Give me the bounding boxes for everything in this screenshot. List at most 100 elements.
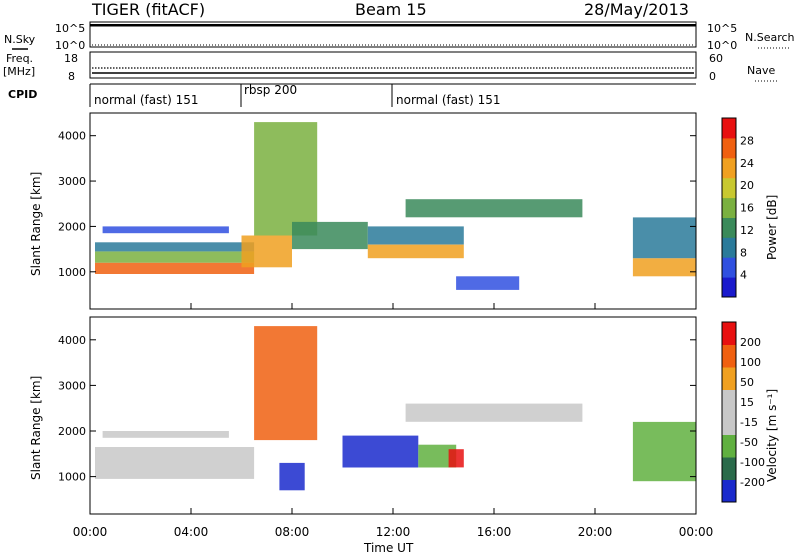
power-echo-region	[456, 276, 520, 290]
x-tick-label: 04:00	[174, 525, 209, 539]
noise-tick-top-right: 10^5	[707, 22, 737, 35]
velocity-ytick-label: 3000	[58, 379, 86, 392]
velocity-echo-region	[405, 403, 583, 422]
x-tick-label: 08:00	[275, 525, 310, 539]
station-title: TIGER (fitACF)	[91, 0, 205, 19]
power-colorbar-tick: 12	[740, 224, 754, 237]
power-yticks: 1000 2000 3000 4000	[58, 130, 696, 279]
velocity-echoes	[95, 326, 696, 491]
noise-tick-top-left: 10^5	[55, 22, 85, 35]
velocity-colorbar-tick: 15	[740, 396, 754, 409]
cpid-segment-3: normal (fast) 151	[396, 93, 500, 107]
velocity-colorbar-segment	[722, 367, 736, 390]
power-colorbar-segment	[722, 118, 736, 139]
x-tick-label: 16:00	[477, 525, 512, 539]
freq-tick-top: 18	[64, 52, 78, 65]
date-title: 28/May/2013	[584, 0, 689, 19]
velocity-colorbar-tick: 100	[740, 356, 761, 369]
power-echo-region	[95, 251, 255, 263]
frequency-panel: 18 8 60 0 Freq. [MHz] Nave	[3, 51, 778, 83]
power-colorbar-segment	[722, 217, 736, 238]
velocity-panel-background	[90, 317, 696, 514]
power-panel-background	[90, 113, 696, 309]
beam-title: Beam 15	[355, 0, 427, 19]
freq-tick-bottom: 8	[68, 70, 75, 83]
power-ytick-label: 2000	[58, 220, 86, 233]
power-echo-region	[292, 221, 368, 250]
power-echo-region	[632, 217, 696, 259]
nsky-label: N.Sky	[4, 33, 36, 46]
power-echo-region	[102, 226, 229, 234]
velocity-echo-region	[448, 449, 464, 468]
velocity-yticks: 1000 2000 3000 4000	[58, 334, 696, 484]
power-colorbar-tick: 28	[740, 134, 754, 147]
power-colorbar-tick: 8	[740, 246, 747, 259]
power-echo-region	[367, 226, 464, 245]
nave-label: Nave	[747, 64, 775, 77]
velocity-ytick-label: 2000	[58, 425, 86, 438]
nave-tick-top: 60	[709, 52, 723, 65]
power-ytick-label: 4000	[58, 130, 86, 143]
power-echo-region	[254, 122, 318, 236]
velocity-ylabel: Slant Range [km]	[29, 376, 43, 480]
x-tick-label: 20:00	[578, 525, 613, 539]
cpid-segment-1: normal (fast) 151	[94, 93, 198, 107]
power-echo-region	[241, 235, 292, 268]
freq-label-line1: Freq.	[6, 52, 33, 65]
noise-tick-bottom-right: 10^0	[707, 39, 737, 52]
velocity-colorbar-tick: -15	[740, 416, 758, 429]
power-colorbar-tick: 4	[740, 269, 747, 282]
velocity-colorbar-segment	[722, 344, 736, 368]
power-colorbar-segment	[722, 277, 736, 298]
velocity-colorbar-segment	[722, 434, 736, 458]
time-axis: 00:00 04:00 08:00 12:00 16:00 20:00 00:00	[73, 303, 714, 539]
power-colorbar-segment	[722, 177, 736, 199]
velocity-colorbar-tick: -200	[740, 476, 765, 489]
noise-panel: 10^5 10^0 10^5 10^0 N.Sky N.Search	[4, 21, 795, 52]
velocity-echo-region	[632, 421, 696, 482]
velocity-echo-region	[95, 447, 255, 479]
velocity-colorbar-tick: -50	[740, 436, 758, 449]
velocity-colorbar-segment	[722, 322, 736, 345]
nave-tick-bottom: 0	[709, 70, 716, 83]
velocity-echo-region	[254, 326, 318, 441]
power-echo-region	[95, 262, 255, 274]
velocity-colorbar-segment	[722, 479, 736, 503]
power-colorbar-tick: 24	[740, 157, 754, 170]
velocity-colorbar-tick: -100	[740, 456, 765, 469]
velocity-colorbar: 200 100 50 15 -15 -50 -100 -200	[721, 321, 765, 503]
power-echo-region	[632, 258, 696, 277]
x-tick-label: 00:00	[679, 525, 714, 539]
power-colorbar-segment	[722, 157, 736, 179]
power-colorbar-segment	[722, 237, 736, 258]
velocity-colorbar-tick: 50	[740, 376, 754, 389]
velocity-colorbar-frame	[721, 321, 737, 503]
power-colorbar-tick: 20	[740, 179, 754, 192]
power-echo-region	[405, 199, 583, 218]
x-axis-label: Time UT	[363, 541, 414, 554]
velocity-echo-region	[102, 431, 229, 438]
frequency-panel-frame	[89, 51, 697, 79]
power-colorbar-frame	[721, 117, 737, 298]
velocity-panel: 1000 2000 3000 4000 Slant Range [km] 200 100…	[29, 316, 779, 515]
cpid-label: CPID	[8, 88, 37, 101]
power-echoes	[95, 122, 696, 290]
x-tick-label: 00:00	[73, 525, 108, 539]
power-echo-region	[95, 242, 255, 252]
power-colorbar-tick: 16	[740, 202, 754, 215]
power-ytick-label: 1000	[58, 266, 86, 279]
power-colorbar-segment	[722, 137, 736, 159]
power-ytick-label: 3000	[58, 175, 86, 188]
power-panel: 1000 2000 3000 4000 Slant Range [km] 28 24 20…	[29, 112, 779, 310]
velocity-ytick-label: 4000	[58, 334, 86, 347]
noise-tick-bottom-left: 10^0	[55, 39, 85, 52]
power-colorbar-segment	[722, 257, 736, 278]
power-echo-region	[367, 244, 464, 259]
velocity-colorbar-label: Velocity [m s⁻¹]	[765, 389, 779, 482]
cpid-panel: CPID normal (fast) 151 rbsp 200 normal (…	[8, 83, 696, 107]
freq-label-line2: [MHz]	[3, 65, 35, 78]
power-colorbar: 28 24 20 16 12 8 4	[721, 117, 754, 298]
velocity-colorbar-segment	[722, 412, 736, 435]
power-colorbar-segment	[722, 197, 736, 218]
